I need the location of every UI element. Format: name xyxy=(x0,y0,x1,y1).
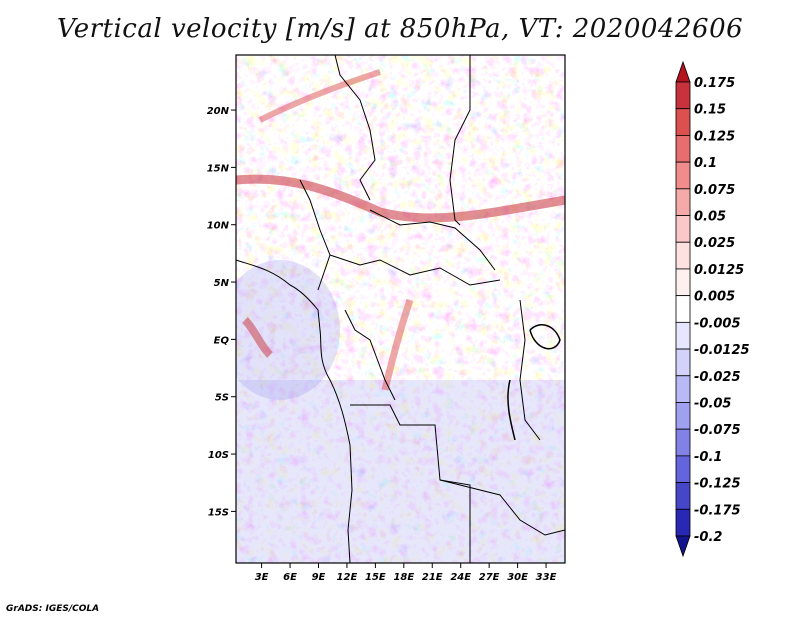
credit-label: GrADS: IGES/COLA xyxy=(6,604,100,614)
colorbar-swatch xyxy=(675,428,691,457)
lat-tick-label: 10S xyxy=(208,450,229,461)
colorbar-swatch xyxy=(675,295,691,323)
colorbar-arrow-top xyxy=(675,60,691,83)
map-frame-border xyxy=(235,54,566,564)
border-car-north xyxy=(369,209,496,271)
colorbar-label: 0.005 xyxy=(694,290,735,305)
coastline-gulf-of-guinea xyxy=(235,259,353,564)
lat-tick-label: 5S xyxy=(215,393,229,404)
lake-tanganyika xyxy=(507,379,516,441)
border-car-south xyxy=(329,254,501,286)
colorbar-label: 0.125 xyxy=(694,129,735,144)
colorbar-swatch xyxy=(675,402,691,430)
colorbar: 0.175 0.15 0.125 0.1 0.075 0.05 0.025 0.0125 0.0… xyxy=(675,60,750,558)
lake-victoria xyxy=(529,324,561,350)
border-congo-drc xyxy=(344,309,396,401)
ascent-band-sahel xyxy=(258,69,381,123)
border-drc-east xyxy=(519,299,541,441)
colorbar-swatch xyxy=(675,375,691,403)
border-zambia xyxy=(439,479,566,536)
ascent-band-north xyxy=(236,174,565,223)
lon-tick-label: 30E xyxy=(507,572,528,583)
colorbar-label: -0.075 xyxy=(694,423,741,438)
colorbar-label: 0.0125 xyxy=(694,263,744,278)
lat-tick-label: 20N xyxy=(207,106,230,117)
colorbar-swatch xyxy=(675,188,691,216)
colorbar-label: -0.2 xyxy=(694,530,722,545)
lon-tick-label: 24E xyxy=(450,572,471,583)
colorbar-swatch xyxy=(675,135,691,163)
colorbar-swatch xyxy=(675,81,691,110)
colorbar-label: -0.025 xyxy=(694,370,741,385)
colorbar-swatch xyxy=(675,455,691,483)
lon-tick-label: 9E xyxy=(312,572,326,583)
colorbar-swatch xyxy=(675,215,691,243)
lon-tick-label: 21E xyxy=(422,572,443,583)
latitude-axis: 20N 15N 10N 5N EQ 5S 10S 15S xyxy=(207,106,236,518)
lat-tick-label: 15N xyxy=(207,163,230,174)
colorbar-swatch xyxy=(675,161,691,190)
colorbar-swatch xyxy=(675,268,691,297)
colorbar-label: -0.05 xyxy=(694,396,731,411)
lon-tick-label: 3E xyxy=(255,572,269,583)
colorbar-label: -0.005 xyxy=(694,316,741,331)
colorbar-label: 0.025 xyxy=(694,236,735,251)
chart-title: Vertical velocity [m/s] at 850hPa, VT: 2… xyxy=(56,14,744,44)
lon-tick-label: 6E xyxy=(283,572,297,583)
border-chad-west xyxy=(334,54,376,201)
lon-tick-label: 12E xyxy=(337,572,358,583)
border-sudan-west xyxy=(449,55,471,226)
lat-tick-label: 5N xyxy=(214,278,230,289)
colorbar-label: -0.175 xyxy=(694,503,741,518)
colorbar-swatch xyxy=(675,108,691,136)
colorbar-label: 0.075 xyxy=(694,183,735,198)
ascent-coast xyxy=(242,317,273,358)
colorbar-swatch xyxy=(675,482,691,510)
field-tint-west xyxy=(236,260,340,400)
colorbar-swatch xyxy=(675,321,691,350)
colorbar-label: -0.125 xyxy=(694,477,741,492)
border-angola xyxy=(350,404,471,563)
colorbar-swatch xyxy=(675,348,691,377)
country-boundaries xyxy=(235,54,566,564)
colorbar-label: 0.15 xyxy=(694,103,726,118)
colorbar-label: 0.175 xyxy=(694,76,735,91)
lat-tick-label: 10N xyxy=(207,221,230,232)
lat-tick-label: EQ xyxy=(214,335,230,346)
colorbar-arrow-bottom xyxy=(675,535,691,558)
colorbar-label: 0.05 xyxy=(694,210,726,225)
colorbar-swatch xyxy=(675,241,691,270)
vertical-velocity-field xyxy=(236,55,565,563)
lon-tick-label: 33E xyxy=(536,572,557,583)
lon-tick-label: 15E xyxy=(365,572,386,583)
lon-tick-label: 18E xyxy=(393,572,414,583)
lon-tick-label: 27E xyxy=(479,572,500,583)
field-tint-south xyxy=(236,380,565,563)
colorbar-swatch xyxy=(675,508,691,537)
longitude-axis: 3E 6E 9E 12E 15E 18E 21E 24E 27E 30E 33E xyxy=(255,563,557,583)
colorbar-label: -0.0125 xyxy=(694,343,750,358)
ascent-band-congo xyxy=(381,298,414,391)
colorbar-label: -0.1 xyxy=(694,450,722,465)
border-nigeria-cameroon xyxy=(299,179,331,291)
lat-tick-label: 15S xyxy=(208,507,229,518)
colorbar-label: 0.1 xyxy=(694,156,717,171)
